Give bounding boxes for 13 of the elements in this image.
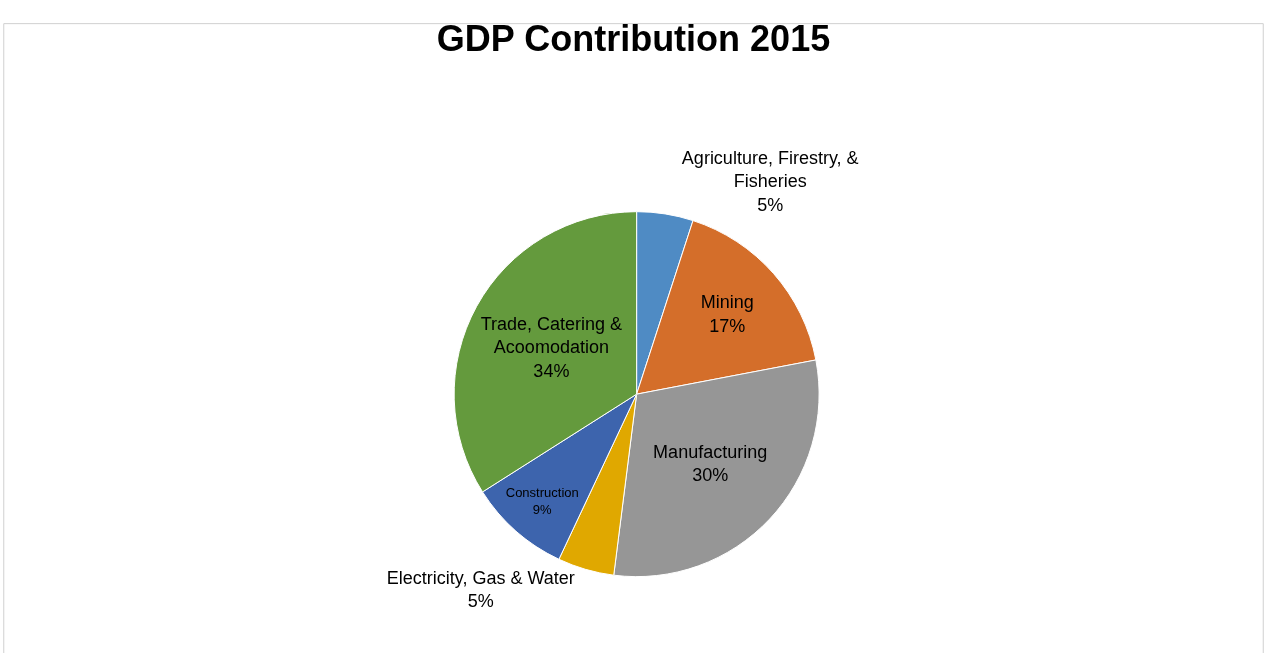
data-label: 9% bbox=[532, 501, 553, 517]
data-label: 17% bbox=[709, 315, 746, 336]
data-label: 30% bbox=[692, 464, 729, 485]
slice-label: Manufacturing bbox=[653, 441, 768, 462]
slice-label: Construction bbox=[505, 485, 579, 501]
chart-title: GDP Contribution 2015 bbox=[436, 18, 831, 60]
slice-label: Agriculture, Firestry, & Fisheries bbox=[681, 147, 859, 192]
data-label: 34% bbox=[533, 360, 570, 381]
slice-label: Trade, Catering & Acoomodation bbox=[480, 313, 623, 358]
slice-label: Electricity, Gas & Water bbox=[386, 567, 575, 588]
data-label: 5% bbox=[757, 194, 784, 215]
slice-label: Mining bbox=[700, 292, 754, 313]
data-label: 5% bbox=[467, 591, 494, 612]
